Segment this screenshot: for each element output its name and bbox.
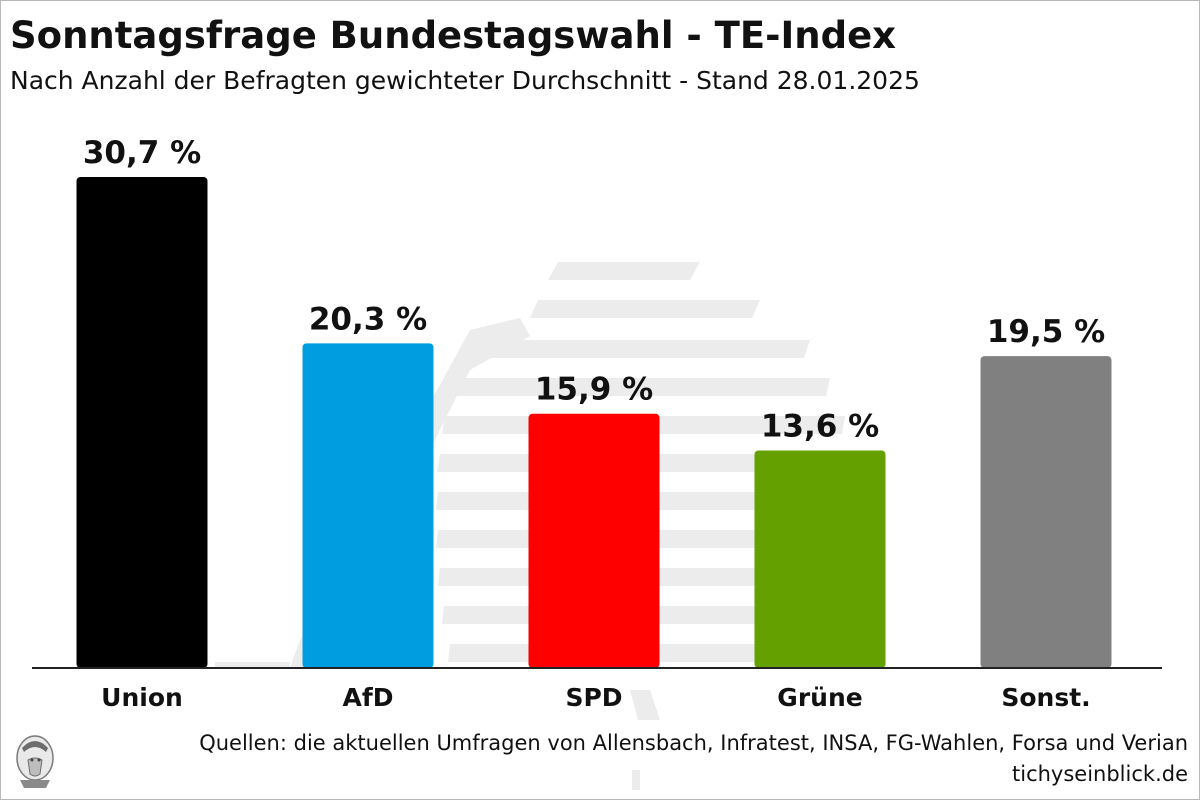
source-note: Quellen: die aktuellen Umfragen von Alle… [199, 731, 1188, 755]
value-label-sonst: 19,5 % [987, 314, 1105, 350]
bar-afd [302, 343, 434, 668]
value-label-gr-ne: 13,6 % [761, 408, 879, 444]
tichys-einblick-logo [16, 735, 54, 788]
bar-spd [528, 413, 660, 668]
value-label-afd: 20,3 % [309, 301, 427, 337]
category-labels-group: Union AfD SPD Grüne Sonst. [101, 683, 1090, 712]
category-label-gr-ne: Grüne [777, 683, 862, 712]
chart-subtitle: Nach Anzahl der Befragten gewichteter Du… [10, 66, 920, 95]
bar-sonst [980, 356, 1112, 668]
chart-title: Sonntagsfrage Bundestagswahl - TE-Index [10, 14, 897, 57]
value-labels-group: 30,7 % 20,3 % 15,9 % 13,6 % 19,5 % [83, 135, 1105, 444]
bar-union [76, 177, 208, 668]
category-label-spd: SPD [565, 683, 622, 712]
value-label-union: 30,7 % [83, 135, 201, 171]
bars-group [76, 177, 1112, 668]
website-credit[interactable]: tichyseinblick.de [1012, 762, 1188, 786]
category-label-sonst: Sonst. [1001, 683, 1090, 712]
category-label-afd: AfD [343, 683, 394, 712]
value-label-spd: 15,9 % [535, 372, 653, 408]
bar-gr-ne [754, 450, 886, 668]
category-label-union: Union [101, 683, 183, 712]
